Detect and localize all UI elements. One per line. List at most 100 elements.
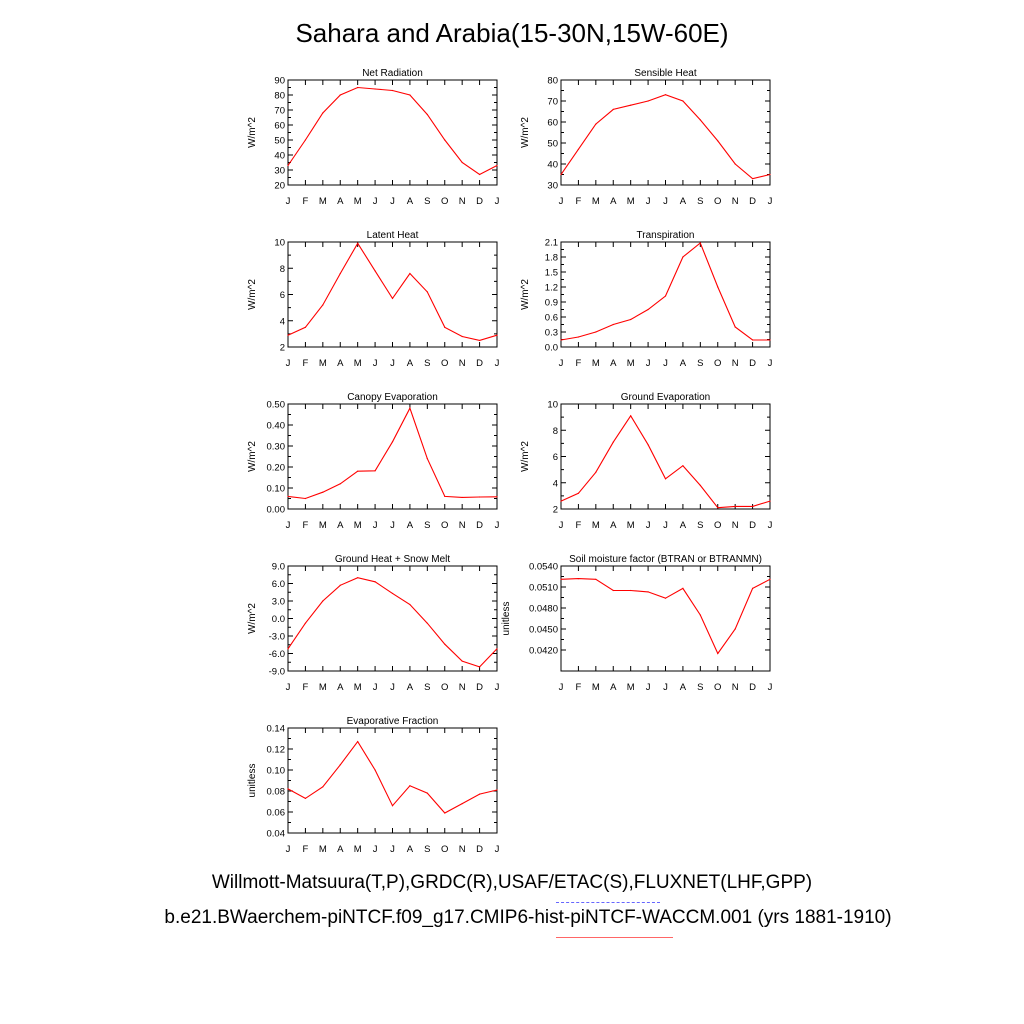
panel-8-xtick-label: A <box>680 682 687 693</box>
panel-7-xtick-label: O <box>441 682 448 693</box>
panel-9-xtick-label: J <box>390 844 395 855</box>
panel-3-ytick-label: 10 <box>274 238 285 249</box>
panel-5-xtick-label: J <box>390 520 395 531</box>
panel-4-xtick-label: M <box>592 358 600 369</box>
panel-8-xtick-label: M <box>627 682 635 693</box>
panel-5-data-point <box>409 407 411 409</box>
panel-7-xtick-label: D <box>476 682 483 693</box>
panel-2-data-point <box>769 173 771 176</box>
panel-8-data-point <box>769 578 771 580</box>
panel-3-xtick-label: J <box>373 358 378 369</box>
panel-2-xtick-label: J <box>646 196 651 207</box>
panel-4-title: Transpiration <box>637 230 695 241</box>
panel-4-ytick-label: 1.5 <box>545 268 558 279</box>
panel-5-ytick-label: 0.00 <box>267 505 286 516</box>
panel-4-data-point <box>560 339 562 341</box>
panel-6-data-point <box>664 478 667 480</box>
panel-6-xtick-label: J <box>646 520 651 531</box>
panel-9-ytick-label: 0.14 <box>267 724 286 735</box>
panel-4-ytick-label: 1.8 <box>545 253 558 264</box>
panel-7-xtick-label: F <box>303 682 309 693</box>
panel-9-data-point <box>287 788 289 790</box>
panel-4-ytick-label: 0.3 <box>545 328 558 339</box>
panel-7-xtick-label: M <box>319 682 327 693</box>
case-legend: b.e21.BWaerchem-piNTCF.f09_g17.CMIP6-his… <box>164 907 892 928</box>
panel-8-ytick-label: 0.0420 <box>529 646 558 657</box>
panel-6-title: Ground Evaporation <box>621 392 711 403</box>
panel-5-data-point <box>444 495 446 497</box>
panel-2-series-line <box>560 94 771 180</box>
panel-1-data-point <box>426 113 428 116</box>
panel-2-title: Sensible Heat <box>634 68 696 79</box>
panel-4-xtick-label: M <box>627 358 635 369</box>
panel-3-xtick-label: J <box>286 358 291 369</box>
panel-8-data-point <box>647 591 649 593</box>
panel-9-xtick-label: O <box>441 844 448 855</box>
panel-8-xtick-label: O <box>714 682 721 693</box>
panel-9-xtick-label: J <box>286 844 291 855</box>
panel-1-xtick-label: J <box>286 196 291 207</box>
panel-8-xtick-label: J <box>646 682 651 693</box>
panel-7-xtick-label: S <box>424 682 430 693</box>
panel-3-xtick-label: A <box>407 358 414 369</box>
panel-4-data-point <box>751 339 754 341</box>
panel-8-xtick-label: S <box>697 682 703 693</box>
panel-2-data-point <box>560 173 562 176</box>
panel-2-xtick-label: D <box>749 196 756 207</box>
panel-8-data-point <box>751 587 754 590</box>
panel-5-data-point <box>322 491 324 493</box>
panel-8-data-point <box>560 578 562 580</box>
panel-3-xtick-label: J <box>495 358 500 369</box>
panel-9-title: Evaporative Fraction <box>347 716 439 727</box>
panel-7-title: Ground Heat + Snow Melt <box>335 554 451 565</box>
panel-3-xtick-label: M <box>319 358 327 369</box>
panel-6-data-point <box>717 507 719 509</box>
panel-6-data-point <box>682 465 684 467</box>
panel-3-xtick-label: S <box>424 358 430 369</box>
panel-6-data-point <box>630 415 632 417</box>
panel-1-title: Net Radiation <box>362 68 423 79</box>
panel-8-ytick-label: 0.0480 <box>529 604 558 615</box>
panel-4-ylabel: W/m^2 <box>520 279 531 310</box>
panel-4-data-point <box>734 326 736 328</box>
case-line-sample <box>556 937 673 938</box>
panel-8-title: Soil moisture factor (BTRAN or BTRANMN) <box>569 554 762 565</box>
panel-5-ytick-label: 0.30 <box>267 442 286 453</box>
panel-2-xtick-label: A <box>610 196 617 207</box>
panel-4-data-point <box>630 318 632 321</box>
panel-5-xtick-label: J <box>495 520 500 531</box>
panel-8-xtick-label: J <box>663 682 668 693</box>
panel-9-data-point <box>444 812 446 814</box>
panel-3-data-point <box>391 297 394 300</box>
panel-2-xtick-label: N <box>732 196 739 207</box>
panel-9-data-point <box>426 792 428 794</box>
panel-6-xtick-label: N <box>732 520 739 531</box>
panel-5-data-point <box>357 470 359 472</box>
panel-4-data-point <box>664 295 667 297</box>
panel-3-xtick-label: O <box>441 358 448 369</box>
panel-9-xtick-label: F <box>303 844 309 855</box>
panel-7-data-point <box>287 648 289 650</box>
panel-2-data-point <box>682 100 684 102</box>
panel-3-data-point <box>374 270 376 272</box>
panel-6-xtick-label: O <box>714 520 721 531</box>
panel-1-ytick-label: 90 <box>274 76 285 87</box>
panel-2-ytick-label: 40 <box>547 160 558 171</box>
panel-1-xtick-label: F <box>303 196 309 207</box>
panel-5-data-point <box>496 496 498 498</box>
panel-3-frame <box>287 241 498 348</box>
panel-9-data-point <box>391 805 394 807</box>
panel-8-series-line <box>560 578 771 655</box>
panel-1-data-point <box>322 112 324 114</box>
panel-8-xtick-label: M <box>592 682 600 693</box>
panel-8-frame <box>560 565 771 672</box>
panel-2-xtick-label: J <box>768 196 773 207</box>
panel-1-ytick-label: 30 <box>274 166 285 177</box>
panel-3-data-point <box>287 334 289 336</box>
panel-1-data-point <box>374 88 376 90</box>
panel-7-series-line <box>287 577 498 668</box>
panel-3-data-point <box>304 326 307 328</box>
panel-4-data-point <box>595 331 597 333</box>
panel-1-ytick-label: 20 <box>274 181 285 192</box>
panel-8-xtick-label: F <box>576 682 582 693</box>
